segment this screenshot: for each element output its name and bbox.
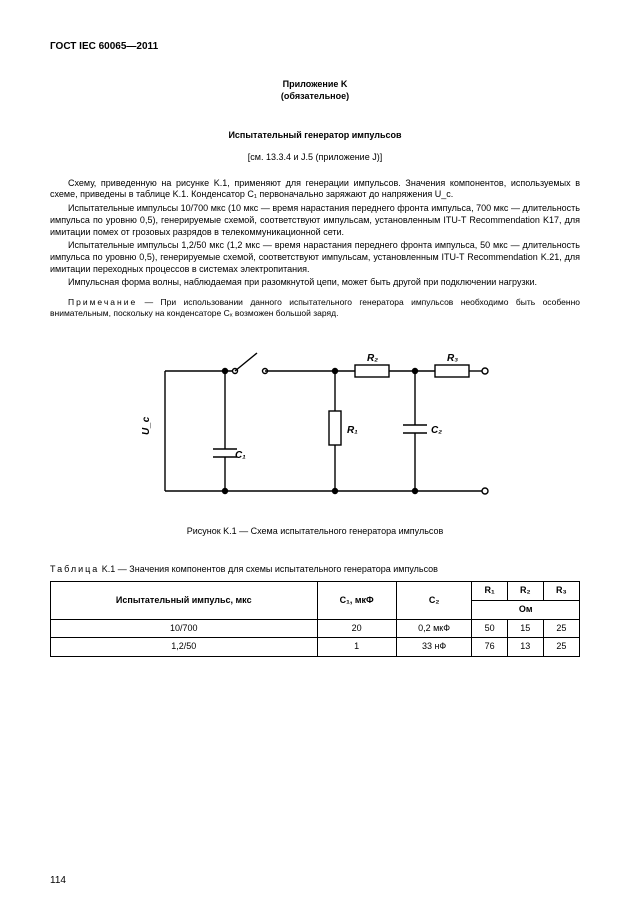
appendix-title: Приложение K <box>50 79 580 91</box>
table-caption-rest: K.1 — Значения компонентов для схемы исп… <box>99 564 438 574</box>
label-r1: R₁ <box>347 425 358 436</box>
cell: 25 <box>543 638 579 657</box>
figure-caption: Рисунок K.1 — Схема испытательного генер… <box>50 526 580 538</box>
label-r3: R₃ <box>447 353 458 364</box>
note-label: Примечание <box>68 297 137 307</box>
th-r2: R₂ <box>507 582 543 601</box>
th-impulse: Испытательный импульс, мкс <box>51 582 318 619</box>
paragraph-1: Схему, приведенную на рисунке K.1, приме… <box>50 178 580 201</box>
cell: 25 <box>543 619 579 638</box>
cell: 50 <box>472 619 507 638</box>
table-row: 10/700 20 0,2 мкФ 50 15 25 <box>51 619 580 638</box>
circuit-diagram-icon: U_c C₁ R₁ R₂ R₃ C₂ <box>135 341 495 516</box>
cell: 76 <box>472 638 507 657</box>
paragraph-2: Испытательные импульсы 10/700 мкс (10 мк… <box>50 203 580 238</box>
paragraph-3: Испытательные импульсы 1,2/50 мкс (1,2 м… <box>50 240 580 275</box>
cell: 13 <box>507 638 543 657</box>
label-c2: C₂ <box>431 425 442 436</box>
page-number: 114 <box>50 874 66 887</box>
cell: 1 <box>317 638 396 657</box>
th-ohm: Ом <box>472 601 580 620</box>
cell: 15 <box>507 619 543 638</box>
main-title: Испытательный генератор импульсов <box>50 130 580 142</box>
table-row: 1,2/50 1 33 нФ 76 13 25 <box>51 638 580 657</box>
cell: 20 <box>317 619 396 638</box>
label-c1: C₁ <box>235 450 246 461</box>
document-header: ГОСТ IEC 60065—2011 <box>50 40 580 53</box>
table-header-row: Испытательный импульс, мкс C₁, мкФ C₂ R₁… <box>51 582 580 601</box>
label-r2: R₂ <box>367 353 378 364</box>
label-uc: U_c <box>141 416 152 435</box>
document-page: ГОСТ IEC 60065—2011 Приложение K (обязат… <box>0 0 630 913</box>
cell: 1,2/50 <box>51 638 318 657</box>
table-caption: Таблица K.1 — Значения компонентов для с… <box>50 564 580 576</box>
cell: 0,2 мкФ <box>396 619 472 638</box>
appendix-subtitle: (обязательное) <box>50 91 580 103</box>
reference-line: [см. 13.3.4 и J.5 (приложение J)] <box>50 152 580 164</box>
paragraph-4: Импульсная форма волны, наблюдаемая при … <box>50 277 580 289</box>
th-r3: R₃ <box>543 582 579 601</box>
th-r1: R₁ <box>472 582 507 601</box>
th-c2: C₂ <box>396 582 472 619</box>
note: Примечание — При использовании данного и… <box>50 297 580 319</box>
th-c1: C₁, мкФ <box>317 582 396 619</box>
figure-k1: U_c C₁ R₁ R₂ R₃ C₂ <box>50 341 580 516</box>
cell: 10/700 <box>51 619 318 638</box>
table-k1: Испытательный импульс, мкс C₁, мкФ C₂ R₁… <box>50 581 580 657</box>
cell: 33 нФ <box>396 638 472 657</box>
table-caption-label: Таблица <box>50 564 99 574</box>
